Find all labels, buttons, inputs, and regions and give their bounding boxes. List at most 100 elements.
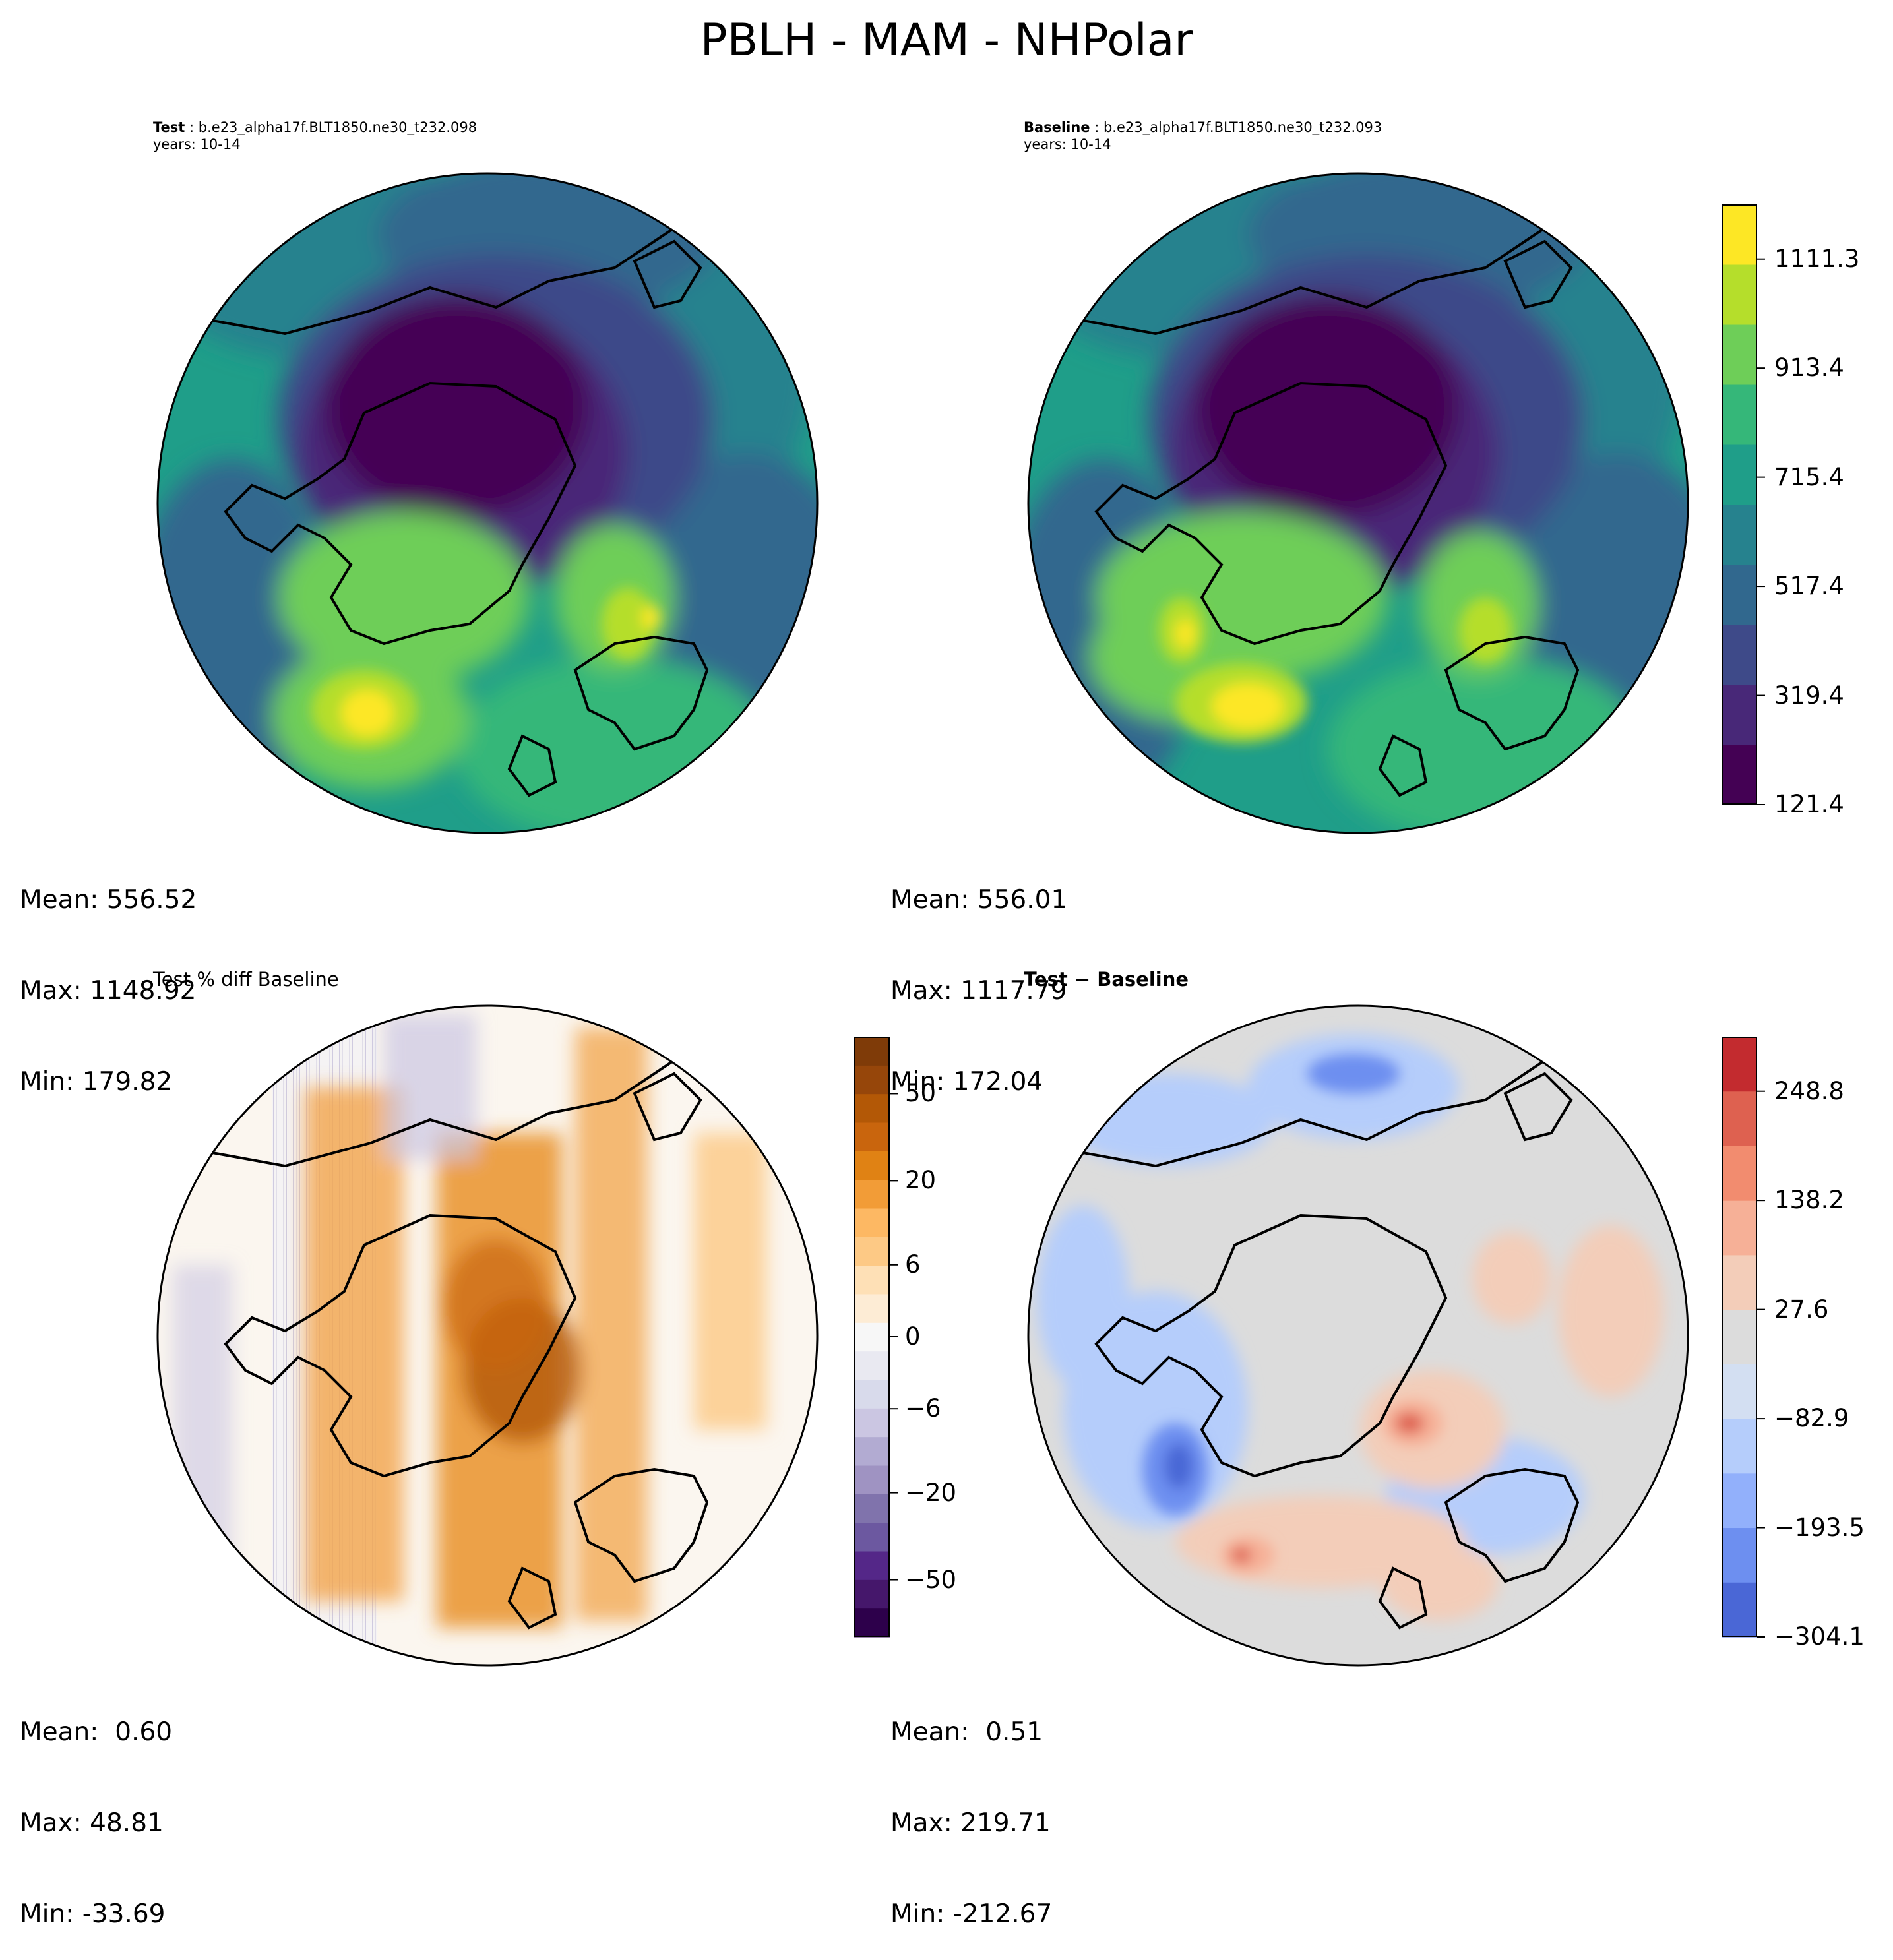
pct-colorbar-band (854, 1065, 890, 1095)
diff-colorbar-band (1722, 1091, 1757, 1146)
pct-colorbar-band (854, 1208, 890, 1237)
main-colorbar-tick-label: 913.4 (1774, 353, 1844, 383)
diff-max: Max: 219.71 (890, 1808, 1051, 1838)
baseline-label-sep: : (1090, 119, 1103, 135)
pct-colorbar-tick-label: 0 (905, 1322, 921, 1351)
pct-colorbar-frame (854, 1037, 890, 1637)
pct-colorbar-band (854, 1237, 890, 1266)
diff-colorbar-band (1722, 1254, 1757, 1310)
pct-colorbar-band (854, 1265, 890, 1295)
diff-colorbar-band (1722, 1419, 1757, 1474)
diff-colorbar-tick-label: 248.8 (1774, 1076, 1844, 1105)
diff-colorbar-tick-label: −304.1 (1774, 1622, 1865, 1651)
main-colorbar-band (1722, 625, 1757, 685)
diff-colorbar-band (1722, 1146, 1757, 1201)
diff-colorbar-tick-label: −82.9 (1774, 1404, 1849, 1433)
pct-diff-mean: Mean: 0.60 (20, 1717, 173, 1747)
pct-colorbar-band (854, 1151, 890, 1180)
diff-colorbar-tick-label: −193.5 (1774, 1513, 1865, 1542)
pct-colorbar-band (854, 1093, 890, 1123)
pct-colorbar-band (854, 1522, 890, 1552)
test-max: Max: 1148.92 (20, 976, 197, 1006)
main-colorbar-labels: 121.4 319.4 517.4 715.4 913.4 1111.3 (1774, 204, 1886, 818)
baseline-panel-title: Baseline : b.e23_alpha17f.BLT1850.ne30_t… (1024, 119, 1382, 153)
diff-map (1027, 1004, 1689, 1667)
test-years: years: 10-14 (153, 137, 241, 152)
baseline-label: Baseline (1024, 119, 1090, 135)
baseline-mean: Mean: 556.01 (890, 885, 1068, 915)
main-colorbar-band (1722, 444, 1757, 505)
figure-title: PBLH - MAM - NHPolar (700, 15, 1193, 67)
diff-title: Test − Baseline (1024, 968, 1189, 991)
pct-colorbar-band (854, 1579, 890, 1609)
pct-colorbar-band (854, 1380, 890, 1409)
pct-colorbar-tick-label: 20 (905, 1166, 937, 1195)
test-min: Min: 179.82 (20, 1067, 173, 1097)
main-colorbar-tick-label: 319.4 (1774, 681, 1844, 710)
main-colorbar-tick-label: 517.4 (1774, 572, 1844, 601)
pct-colorbar-band (854, 1037, 890, 1066)
baseline-years: years: 10-14 (1024, 137, 1111, 152)
diff-colorbar-tick-label: 138.2 (1774, 1186, 1844, 1215)
diff-colorbar-band (1722, 1309, 1757, 1364)
pct-colorbar-band (854, 1436, 890, 1466)
main-colorbar-band (1722, 565, 1757, 625)
diff-colorbar-band (1722, 1364, 1757, 1419)
diff-stats: Mean: 0.51 Max: 219.71 Min: -212.67 (890, 1657, 1052, 1960)
main-colorbar-tick-label: 715.4 (1774, 462, 1844, 491)
main-colorbar-band (1722, 505, 1757, 565)
pct-colorbar-band (854, 1608, 890, 1638)
diff-colorbar-band (1722, 1473, 1757, 1529)
main-colorbar (1722, 204, 1765, 805)
test-label: Test (153, 119, 185, 135)
main-colorbar-band (1722, 685, 1757, 745)
diff-colorbar-band (1722, 1527, 1757, 1583)
main-colorbar-band (1722, 745, 1757, 805)
pct-colorbar (854, 1037, 898, 1638)
pct-colorbar-tick-label: 50 (905, 1079, 937, 1108)
pct-colorbar-band (854, 1351, 890, 1380)
pct-colorbar-tick-label: −6 (905, 1394, 941, 1423)
pct-diff-max: Max: 48.81 (20, 1808, 164, 1838)
pct-colorbar-band (854, 1294, 890, 1323)
baseline-case-name: b.e23_alpha17f.BLT1850.ne30_t232.093 (1103, 119, 1382, 135)
test-stats: Mean: 556.52 Max: 1148.92 Min: 179.82 (20, 824, 197, 1128)
pct-colorbar-tick-label: −20 (905, 1478, 957, 1507)
baseline-max: Max: 1117.79 (890, 976, 1067, 1006)
main-colorbar-band (1722, 324, 1757, 385)
main-colorbar-frame (1722, 204, 1757, 805)
pct-colorbar-labels: −50 −20 −6 0 6 20 50 (905, 1037, 1004, 1637)
test-map (156, 172, 819, 834)
pct-diff-title: Test % diff Baseline (153, 968, 339, 991)
diff-colorbar (1722, 1037, 1765, 1638)
baseline-min: Min: 172.04 (890, 1067, 1043, 1097)
main-colorbar-band (1722, 384, 1757, 445)
main-colorbar-tick-label: 121.4 (1774, 790, 1844, 818)
pct-diff-min: Min: -33.69 (20, 1899, 166, 1929)
pct-diff-map (156, 1004, 819, 1667)
pct-colorbar-band (854, 1551, 890, 1580)
pct-diff-stats: Mean: 0.60 Max: 48.81 Min: -33.69 (20, 1657, 172, 1960)
pct-colorbar-band (854, 1122, 890, 1151)
pct-colorbar-band (854, 1465, 890, 1494)
test-panel-title: Test : b.e23_alpha17f.BLT1850.ne30_t232.… (153, 119, 477, 153)
baseline-stats: Mean: 556.01 Max: 1117.79 Min: 172.04 (890, 824, 1067, 1128)
diff-mean: Mean: 0.51 (890, 1717, 1043, 1747)
diff-colorbar-band (1722, 1037, 1757, 1092)
pct-colorbar-band (854, 1322, 890, 1352)
pct-colorbar-band (854, 1408, 890, 1438)
test-mean: Mean: 556.52 (20, 885, 197, 915)
test-label-sep: : (185, 119, 199, 135)
diff-colorbar-tick-label: 27.6 (1774, 1295, 1829, 1324)
baseline-map (1027, 172, 1689, 834)
diff-colorbar-band (1722, 1200, 1757, 1256)
diff-colorbar-labels: −304.1 −193.5 −82.9 27.6 138.2 248.8 (1774, 1037, 1886, 1651)
diff-colorbar-band (1722, 1582, 1757, 1638)
pct-colorbar-tick-label: −50 (905, 1565, 957, 1594)
main-colorbar-tick-label: 1111.3 (1774, 244, 1860, 273)
test-case-name: b.e23_alpha17f.BLT1850.ne30_t232.098 (198, 119, 478, 135)
diff-colorbar-frame (1722, 1037, 1757, 1637)
pct-colorbar-tick-label: 6 (905, 1250, 921, 1279)
main-colorbar-band (1722, 264, 1757, 325)
pct-colorbar-band (854, 1179, 890, 1209)
